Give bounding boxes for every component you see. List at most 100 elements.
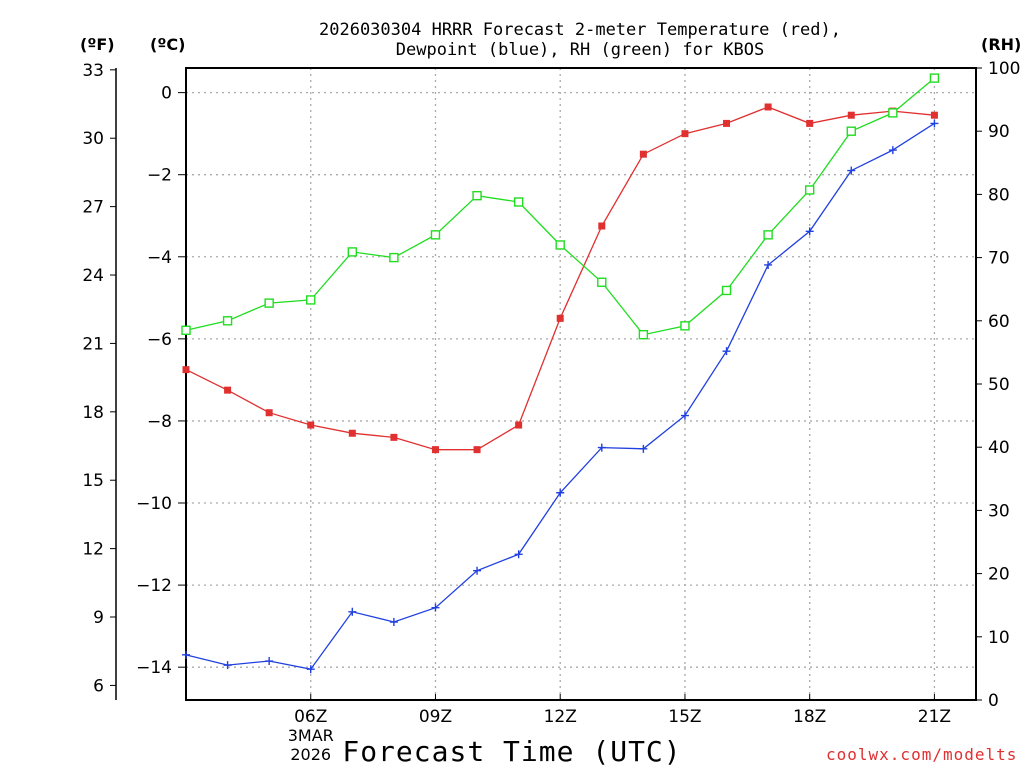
- dewpoint-point: [306, 665, 315, 674]
- temperature-point: [473, 446, 481, 454]
- fahrenheit-tick-label: 21: [82, 334, 104, 354]
- series-layer: [181, 73, 940, 674]
- rh-point: [264, 298, 274, 308]
- x-tick-label: 18Z: [793, 707, 826, 727]
- rh-point: [846, 126, 856, 136]
- temperature-point: [348, 429, 356, 437]
- fahrenheit-tick-label: 33: [82, 61, 104, 81]
- temperature-point: [390, 433, 398, 441]
- x-tick-label: 09Z: [419, 707, 452, 727]
- temperature-point: [930, 111, 938, 119]
- rh-unit-label: (RH): [981, 35, 1022, 54]
- dewpoint-point: [514, 550, 523, 559]
- x-tick-label: 06Z: [294, 707, 327, 727]
- rh-point: [430, 230, 441, 240]
- rh-tick-label: 40: [988, 438, 1010, 458]
- temperature-point: [723, 119, 731, 127]
- dewpoint-point: [597, 443, 606, 452]
- rh-point: [555, 240, 565, 250]
- x-axis-label: Forecast Time (UTC): [342, 735, 682, 768]
- temperature-point: [515, 421, 523, 429]
- rh-tick-label: 50: [988, 375, 1010, 395]
- x-year-label: 2026: [290, 745, 331, 764]
- celsius-unit-label: (ºC): [150, 35, 186, 54]
- dewpoint-point: [722, 347, 731, 356]
- fahrenheit-tick-label: 24: [82, 266, 104, 286]
- celsius-tick-label: −2: [147, 166, 172, 186]
- rh-point: [888, 108, 898, 118]
- rh-tick-label: 10: [988, 628, 1010, 648]
- temperature-point: [556, 314, 564, 322]
- rh-point: [389, 252, 399, 263]
- temperature-point: [224, 386, 232, 394]
- rh-point: [222, 316, 233, 326]
- fahrenheit-tick-label: 18: [82, 403, 104, 423]
- dewpoint-point: [348, 607, 357, 616]
- dewpoint-point: [182, 650, 190, 659]
- rh-tick-label: 0: [988, 691, 999, 711]
- celsius-tick-label: −12: [136, 576, 172, 596]
- rh-tick-label: 60: [988, 312, 1010, 332]
- dewpoint-point: [680, 411, 689, 420]
- rh-point: [929, 73, 940, 83]
- rh-point: [347, 247, 358, 257]
- rh-point: [763, 230, 773, 240]
- rh-tick-label: 20: [988, 565, 1010, 585]
- rh-tick-label: 100: [988, 59, 1020, 79]
- rh-point: [721, 285, 732, 296]
- dewpoint-point: [639, 444, 648, 453]
- x-date-label: 3MAR: [288, 726, 334, 745]
- temperature-point: [806, 119, 814, 127]
- rh-tick-label: 30: [988, 501, 1010, 521]
- rh-point: [597, 277, 607, 287]
- dewpoint-point: [556, 488, 565, 497]
- celsius-tick-label: 0: [161, 84, 172, 104]
- x-tick-label: 21Z: [918, 707, 951, 727]
- dewpoint-point: [805, 227, 814, 236]
- temperature-point: [847, 111, 855, 119]
- temperature-point: [182, 366, 190, 374]
- rh-point: [680, 321, 690, 331]
- chart-title-line1: 2026030304 HRRR Forecast 2-meter Tempera…: [319, 20, 841, 40]
- x-tick-label: 12Z: [544, 707, 577, 727]
- celsius-tick-label: −14: [136, 658, 172, 678]
- dewpoint-point: [389, 618, 398, 627]
- dewpoint-point: [431, 603, 440, 612]
- rh-point: [306, 295, 316, 305]
- x-tick-label: 15Z: [668, 707, 701, 727]
- temperature-point: [598, 222, 606, 230]
- dewpoint-line: [185, 122, 935, 670]
- fahrenheit-tick-label: 9: [93, 608, 104, 628]
- celsius-tick-label: −10: [136, 494, 172, 514]
- temperature-point: [307, 421, 315, 429]
- fahrenheit-tick-label: 6: [93, 676, 104, 696]
- dewpoint-point: [930, 119, 939, 128]
- dewpoint-point: [265, 657, 274, 666]
- rh-point: [472, 190, 482, 201]
- fahrenheit-tick-label: 30: [82, 129, 104, 149]
- fahrenheit-tick-label: 12: [82, 540, 104, 560]
- grid-layer: [186, 68, 976, 700]
- celsius-tick-label: −8: [147, 412, 172, 432]
- dewpoint-point: [847, 166, 856, 175]
- dewpoint-point: [223, 661, 232, 670]
- dewpoint-point: [473, 566, 482, 575]
- rh-point: [181, 325, 191, 335]
- celsius-tick-label: −6: [147, 330, 172, 350]
- fahrenheit-unit-label: (ºF): [80, 35, 115, 54]
- dewpoint-point: [764, 260, 773, 269]
- temperature-point: [431, 446, 439, 454]
- source-credit: coolwx.com/modelts: [826, 745, 1018, 764]
- rh-tick-label: 70: [988, 249, 1010, 269]
- temperature-point: [764, 103, 772, 111]
- fahrenheit-tick-label: 27: [82, 198, 104, 218]
- chart-title-line2: Dewpoint (blue), RH (green) for KBOS: [395, 40, 765, 60]
- rh-point: [513, 197, 524, 207]
- temperature-point: [265, 409, 273, 417]
- temperature-point: [681, 130, 689, 138]
- celsius-tick-label: −4: [147, 248, 172, 268]
- dewpoint-point: [888, 146, 897, 155]
- fahrenheit-tick-label: 15: [82, 471, 104, 491]
